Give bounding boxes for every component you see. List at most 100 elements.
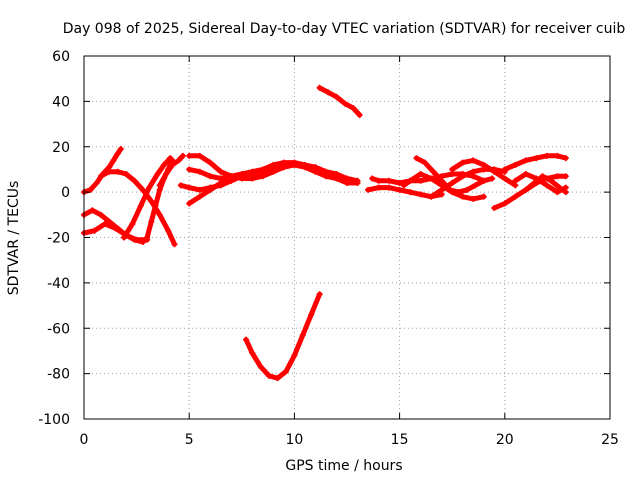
data-point [325, 89, 332, 96]
data-point [301, 164, 308, 171]
x-tick-label: 20 [496, 432, 514, 448]
data-point [365, 186, 372, 193]
data-point [522, 170, 529, 177]
data-point [480, 193, 487, 200]
series-arc-k [186, 164, 287, 207]
data-point [154, 170, 161, 177]
data-point [556, 184, 563, 191]
x-axis-label: GPS time / hours [285, 458, 402, 474]
x-tick-label: 25 [601, 432, 619, 448]
data-point [266, 372, 273, 379]
data-point [171, 241, 178, 248]
data-point [186, 152, 193, 159]
data-point [137, 202, 144, 209]
data-point [186, 166, 193, 173]
y-tick-label: 60 [52, 49, 70, 65]
series-arc-q [413, 155, 496, 196]
data-point [375, 184, 382, 191]
chart-title: Day 098 of 2025, Sidereal Day-to-day VTE… [63, 21, 626, 37]
data-point [274, 375, 281, 382]
data-point [179, 152, 186, 159]
data-point [316, 84, 323, 91]
data-point [91, 227, 98, 234]
data-point [407, 189, 414, 196]
data-point [131, 236, 138, 243]
data-point [512, 193, 519, 200]
y-tick-label: -80 [47, 367, 70, 383]
data-point [308, 311, 315, 318]
data-point [110, 157, 117, 164]
data-point [562, 155, 569, 162]
data-point [341, 100, 348, 107]
data-point [459, 193, 466, 200]
data-point [299, 332, 306, 339]
data-point [102, 220, 109, 227]
data-point [259, 168, 266, 175]
data-point [93, 180, 100, 187]
x-tick-label: 10 [285, 432, 303, 448]
data-point [87, 186, 94, 193]
data-point [243, 336, 250, 343]
series-arc-d [81, 207, 146, 246]
data-point [354, 180, 361, 187]
y-tick-label: -20 [47, 231, 70, 247]
data-point [459, 173, 466, 180]
data-point [417, 170, 424, 177]
data-point [148, 218, 155, 225]
data-point [350, 105, 357, 112]
data-point [470, 157, 477, 164]
data-point [512, 177, 519, 184]
data-point [400, 182, 407, 189]
data-point [207, 159, 214, 166]
y-axis-label: SDTVAR / TECUs [6, 181, 22, 296]
data-point [123, 170, 130, 177]
data-point [539, 173, 546, 180]
data-point [148, 198, 155, 205]
y-tick-label: -40 [47, 276, 70, 292]
data-point [449, 180, 456, 187]
x-tick-label: 0 [80, 432, 89, 448]
data-point [447, 186, 454, 193]
data-point [501, 200, 508, 207]
data-point [491, 168, 498, 175]
data-point [207, 186, 214, 193]
series-trace [243, 291, 323, 381]
data-point [156, 211, 163, 218]
data-point [144, 234, 151, 241]
data-point [512, 161, 519, 168]
data-point [333, 175, 340, 182]
data-point [196, 186, 203, 193]
data-point [543, 182, 550, 189]
data-point [117, 146, 124, 153]
data-point [270, 166, 277, 173]
data-point [463, 186, 470, 193]
data-point [480, 177, 487, 184]
data-point [160, 161, 167, 168]
data-point [228, 175, 235, 182]
data-point [217, 168, 224, 175]
data-point [417, 191, 424, 198]
series-arc-u [501, 152, 569, 173]
series-arc-m [316, 84, 363, 118]
series-trace [186, 164, 287, 206]
data-point [533, 155, 540, 162]
data-point [120, 234, 127, 241]
series-arc-b [97, 168, 178, 248]
data-point [470, 195, 477, 202]
data-point [169, 161, 176, 168]
data-point [369, 175, 376, 182]
data-point [543, 152, 550, 159]
data-point [396, 180, 403, 187]
data-point [196, 168, 203, 175]
data-point [146, 184, 153, 191]
series-arc-e [120, 155, 174, 241]
data-point [129, 220, 136, 227]
data-point [114, 150, 121, 157]
data-point [97, 211, 104, 218]
x-tick-label: 5 [185, 432, 194, 448]
data-point [156, 182, 163, 189]
data-point [480, 161, 487, 168]
data-point [407, 177, 414, 184]
y-tick-label: 20 [52, 140, 70, 156]
